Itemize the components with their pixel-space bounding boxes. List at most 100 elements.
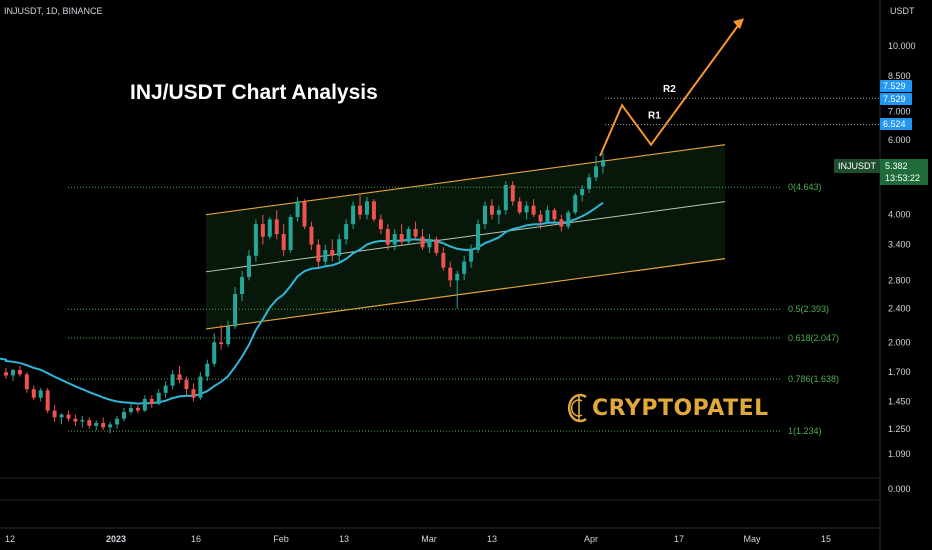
time-tick-label: 13 — [339, 534, 349, 544]
candle-body — [4, 372, 8, 376]
candle-body — [52, 410, 57, 418]
price-tick-label: 2.000 — [888, 337, 911, 347]
candle-body — [573, 195, 578, 213]
candle-body — [455, 273, 460, 281]
candle-body — [163, 385, 168, 393]
candle-body — [288, 216, 293, 251]
last-price-countdown: 13:53:22 — [885, 173, 920, 183]
candle-body — [482, 205, 487, 225]
candle-body — [594, 166, 599, 178]
candle-body — [420, 236, 425, 248]
candle-body — [302, 201, 307, 227]
last-price-symbol-tag — [834, 159, 880, 173]
candle-body — [496, 210, 501, 215]
time-tick-label: Apr — [584, 534, 598, 544]
candle-body — [399, 234, 404, 242]
price-badge — [880, 118, 912, 130]
price-badge-label: 7.529 — [883, 81, 906, 91]
candle-body — [358, 205, 363, 215]
resistance-label: R1 — [648, 111, 661, 122]
candle-body — [524, 205, 529, 213]
candle-body — [316, 244, 321, 262]
price-tick-label: 1.250 — [888, 424, 911, 434]
candle-body — [205, 363, 210, 377]
price-badge-label: 6.524 — [883, 119, 906, 129]
price-tick-label: 0.000 — [888, 484, 911, 494]
candle-body — [212, 342, 217, 364]
candle-body — [462, 261, 467, 274]
price-axis[interactable]: 10.000 8.500 7.000 6.000 4.000 3.400 2.800 2.40… — [888, 41, 916, 494]
candle-body — [80, 420, 85, 422]
projection-path — [599, 19, 743, 157]
moving-average-line — [0, 201, 604, 405]
candle-body — [267, 219, 272, 237]
candle-body — [59, 414, 64, 418]
candle-body — [510, 184, 515, 202]
candle-body — [128, 407, 133, 412]
time-axis[interactable]: 12 2023 16 Feb 13 Mar 13 Apr 17 May 15 — [5, 534, 831, 544]
price-tick-label: 2.400 — [888, 304, 911, 314]
price-tick-label: 3.400 — [888, 240, 911, 250]
grid-lines — [0, 0, 881, 550]
candle-body — [281, 234, 286, 251]
price-tick-label: 7.000 — [888, 107, 911, 117]
candle-body — [337, 239, 342, 256]
time-tick-label: 17 — [674, 534, 684, 544]
candle-body — [17, 370, 22, 375]
time-tick-label: 2023 — [106, 534, 126, 544]
candle-body — [87, 420, 92, 426]
candle-body — [344, 224, 349, 240]
price-tick-label: 8.500 — [888, 71, 911, 81]
time-tick-label: Feb — [273, 534, 289, 544]
candle-body — [323, 250, 328, 262]
candle-body — [170, 374, 175, 386]
channel-upper-line — [205, 144, 726, 216]
candle-body — [94, 422, 99, 426]
candle-body — [274, 219, 279, 235]
candle-body — [476, 224, 481, 251]
candle-body — [531, 205, 536, 215]
price-tick-label: 1.700 — [888, 367, 911, 377]
time-tick-label: Mar — [421, 534, 437, 544]
candle-body — [45, 390, 50, 411]
channel-lower-line — [205, 258, 726, 330]
candle-body — [184, 379, 189, 390]
candle-body — [24, 374, 29, 390]
price-badge — [880, 93, 912, 105]
candle-body — [441, 252, 446, 268]
candle-body — [406, 229, 411, 242]
resistance-levels: R1 R2 — [605, 84, 880, 126]
price-badge — [880, 80, 912, 92]
candle-body — [177, 374, 182, 380]
last-price-symbol: INJUSDT — [838, 161, 877, 171]
axis-unit-label: USDT — [890, 6, 915, 16]
candle-body — [101, 422, 106, 428]
last-price-marker: INJUSDT 5.382 13:53:22 — [834, 159, 928, 185]
fib-label: 1(1.234) — [788, 426, 822, 436]
time-tick-label: 12 — [5, 534, 15, 544]
time-tick-label: 15 — [821, 534, 831, 544]
candle-body — [115, 418, 120, 425]
time-tick-label: 13 — [487, 534, 497, 544]
candle-body — [392, 234, 397, 245]
candle-body — [385, 229, 390, 245]
candle-body — [413, 229, 418, 237]
symbol-label: INJUSDT, 1D, BINANCE — [4, 6, 103, 16]
candle-body — [503, 184, 508, 211]
candle-body — [142, 398, 147, 411]
candle-body — [191, 389, 196, 398]
time-tick-label: 16 — [191, 534, 201, 544]
projection-arrowhead — [733, 18, 744, 30]
channel-mid-line — [205, 201, 726, 273]
fib-label: 0.618(2.047) — [788, 333, 839, 343]
candle-body — [378, 219, 383, 230]
candles — [4, 152, 605, 434]
candle-body — [66, 414, 71, 419]
candle-body — [601, 160, 605, 167]
candle-body — [517, 201, 522, 213]
chart-title: INJ/USDT Chart Analysis — [130, 81, 378, 104]
candle-body — [448, 267, 453, 281]
brand-name: CRYPTOPATEL — [592, 395, 769, 421]
price-tick-label: 6.000 — [888, 135, 911, 145]
